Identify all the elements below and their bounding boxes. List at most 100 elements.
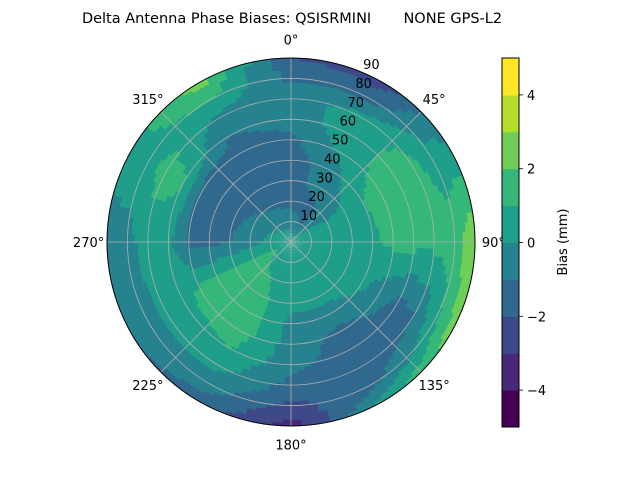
contour-cell <box>293 240 298 242</box>
contour-cell <box>291 229 293 233</box>
contour-cell <box>294 173 299 178</box>
contour-cell <box>455 166 464 179</box>
contour-cell <box>388 202 394 211</box>
contour-cell <box>427 278 434 289</box>
contour-cell <box>358 241 363 247</box>
contour-cell <box>291 235 294 240</box>
contour-cell <box>295 236 300 239</box>
contour-cell <box>442 282 449 294</box>
contour-cell <box>294 223 297 228</box>
contour-cell <box>407 241 412 249</box>
contour-cell <box>409 106 421 117</box>
contour-cell <box>436 155 445 167</box>
contour-cell <box>290 155 296 160</box>
contour-cell <box>291 232 294 237</box>
contour-cell <box>453 295 462 307</box>
contour-cell <box>385 246 390 253</box>
contour-cell <box>424 152 433 163</box>
contour-cell <box>371 97 383 107</box>
contour-cell <box>454 285 461 298</box>
contour-cell <box>292 236 295 240</box>
contour-cell <box>296 239 301 241</box>
contour-cell <box>441 199 448 211</box>
contour-cell <box>411 186 418 196</box>
contour-cell <box>421 154 431 165</box>
contour-cell <box>291 232 293 236</box>
contour-cell <box>303 243 307 245</box>
contour-cell <box>459 194 466 207</box>
contour-cell <box>290 124 298 129</box>
contour-cell <box>441 300 450 312</box>
contour-cell <box>404 235 409 243</box>
contour-cell <box>302 237 307 240</box>
contour-cell <box>332 107 343 114</box>
contour-cell <box>328 121 337 128</box>
contour-cell <box>459 297 467 310</box>
contour-cell <box>405 196 412 205</box>
contour-cell <box>419 190 426 201</box>
contour-cell <box>293 238 297 241</box>
contour-cell <box>419 241 424 250</box>
contour-cell <box>350 103 361 112</box>
contour-cell <box>294 164 300 169</box>
contour-cell <box>290 164 296 169</box>
contour-cell <box>429 168 438 180</box>
contour-cell <box>351 244 356 250</box>
contour-cell <box>295 149 302 154</box>
contour-cell <box>404 203 411 212</box>
contour-cell <box>333 244 338 248</box>
contour-cell <box>302 245 307 248</box>
contour-cell <box>428 233 433 243</box>
contour-cell <box>453 167 461 180</box>
contour-cell <box>331 84 343 91</box>
contour-cell <box>453 304 461 317</box>
contour-cell <box>436 289 444 301</box>
contour-cell <box>295 143 302 148</box>
contour-cell <box>391 201 397 210</box>
contour-cell <box>433 297 441 308</box>
contour-cell <box>297 174 303 179</box>
contour-cell <box>462 194 469 206</box>
contour-cell <box>290 63 302 68</box>
contour-cell <box>302 238 307 241</box>
contour-cell <box>290 170 296 175</box>
contour-cell <box>436 192 443 204</box>
contour-cell <box>367 237 372 243</box>
contour-cell <box>431 125 441 137</box>
contour-cell <box>334 101 345 108</box>
contour-cell <box>441 273 448 285</box>
contour-cell <box>453 177 462 189</box>
contour-cell <box>439 191 446 203</box>
contour-cell <box>345 232 350 237</box>
contour-cell <box>290 146 297 151</box>
contour-cell <box>459 277 466 290</box>
contour-cell <box>345 69 357 77</box>
contour-cell <box>438 164 447 176</box>
contour-cell <box>418 206 424 216</box>
contour-cell <box>440 162 449 175</box>
contour-cell <box>296 243 301 246</box>
contour-cell <box>295 146 302 151</box>
contour-cell <box>316 68 329 75</box>
contour-cell <box>297 171 303 176</box>
contour-cell <box>412 267 418 277</box>
contour-cell <box>419 174 427 185</box>
contour-cell <box>421 132 431 144</box>
contour-cell <box>433 288 441 300</box>
contour-cell <box>320 125 329 132</box>
contour-cell <box>428 286 435 297</box>
contour-cell <box>321 122 330 129</box>
contour-cell <box>305 236 310 239</box>
contour-cell <box>316 74 328 81</box>
contour-cell <box>431 136 442 148</box>
contour-cell <box>437 241 442 251</box>
contour-cell <box>394 94 406 105</box>
contour-cell <box>343 241 347 246</box>
contour-cell <box>333 241 338 245</box>
contour-cell <box>382 231 387 238</box>
contour-cell <box>452 205 459 217</box>
contour-cell <box>290 106 299 111</box>
contour-cell <box>296 238 301 241</box>
contour-cell <box>292 236 295 240</box>
contour-cell <box>290 127 298 132</box>
